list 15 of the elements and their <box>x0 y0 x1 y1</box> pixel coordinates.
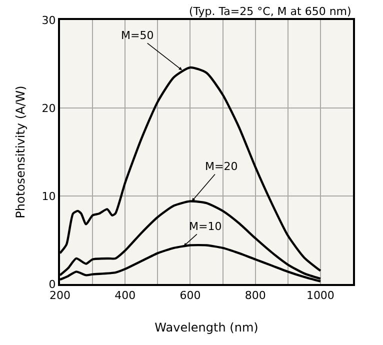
y-tick-label: 10 <box>42 190 56 203</box>
y-tick-label: 0 <box>48 278 56 291</box>
x-tick-label: 200 <box>50 289 70 302</box>
chart-subtitle: (Typ. Ta=25 °C, M at 650 nm) <box>189 5 352 18</box>
x-tick-label: 1000 <box>306 289 334 302</box>
annotation: M=20 <box>205 160 238 173</box>
x-tick-label: 400 <box>114 289 136 302</box>
x-tick-label: 800 <box>244 289 266 302</box>
annotation: M=50 <box>121 29 154 42</box>
x-axis-title: Wavelength (nm) <box>154 320 258 335</box>
annotation: M=10 <box>189 220 222 233</box>
x-tick-label: 600 <box>180 289 201 302</box>
y-axis-title: Photosensitivity (A/W) <box>14 86 28 218</box>
y-tick-label: 30 <box>42 14 56 27</box>
y-tick-label: 20 <box>42 102 56 115</box>
